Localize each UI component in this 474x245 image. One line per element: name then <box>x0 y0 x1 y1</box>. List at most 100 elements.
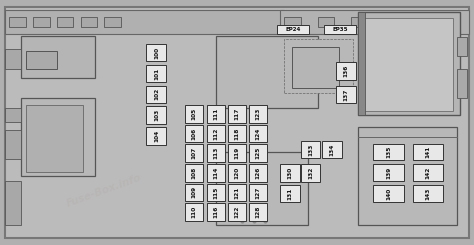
Text: 137: 137 <box>344 88 348 100</box>
Bar <box>457 69 467 98</box>
Text: 141: 141 <box>426 146 430 158</box>
Text: EP35: EP35 <box>333 27 348 32</box>
Bar <box>363 18 453 111</box>
Bar <box>57 17 73 27</box>
Bar <box>373 164 404 181</box>
Bar <box>5 130 21 159</box>
Bar <box>228 164 246 182</box>
Bar <box>146 106 166 124</box>
Bar <box>228 144 246 162</box>
Text: 124: 124 <box>256 127 261 140</box>
Bar <box>277 25 309 34</box>
Bar <box>228 125 246 142</box>
Bar <box>358 127 457 225</box>
Bar <box>185 164 203 182</box>
Text: 126: 126 <box>256 167 261 179</box>
Bar <box>26 105 83 172</box>
Bar <box>284 39 353 93</box>
Text: 115: 115 <box>213 186 218 198</box>
Bar <box>292 47 339 88</box>
Bar <box>403 17 419 27</box>
Bar <box>185 105 203 123</box>
Bar <box>280 164 300 182</box>
Text: 121: 121 <box>235 186 239 198</box>
Bar <box>351 17 367 27</box>
Bar <box>5 181 21 225</box>
Text: 109: 109 <box>192 186 197 198</box>
Bar <box>358 12 460 115</box>
Text: Fuse-Box.info: Fuse-Box.info <box>65 173 143 209</box>
Bar <box>249 144 267 162</box>
Bar <box>373 185 404 202</box>
Text: 140: 140 <box>386 187 391 200</box>
Text: 114: 114 <box>213 167 218 179</box>
Text: 104: 104 <box>154 130 159 142</box>
Bar <box>33 17 50 27</box>
Bar <box>21 36 95 78</box>
Bar <box>318 17 334 27</box>
Bar <box>249 164 267 182</box>
Bar <box>249 184 267 201</box>
Bar <box>336 86 356 103</box>
Bar <box>216 152 308 225</box>
Bar <box>412 185 444 202</box>
Text: 116: 116 <box>213 206 218 218</box>
Bar <box>228 203 246 221</box>
Bar <box>81 17 97 27</box>
Bar <box>207 144 225 162</box>
Bar <box>185 125 203 142</box>
Bar <box>228 105 246 123</box>
Bar <box>5 49 21 69</box>
Bar <box>207 105 225 123</box>
Bar <box>301 141 320 158</box>
Bar <box>228 184 246 201</box>
Text: 125: 125 <box>256 147 261 159</box>
Bar <box>457 37 467 56</box>
Bar <box>301 164 320 182</box>
Bar <box>207 184 225 201</box>
Bar <box>280 185 300 202</box>
Bar <box>412 144 444 160</box>
Bar <box>324 25 356 34</box>
Text: 110: 110 <box>192 206 197 218</box>
Bar <box>322 141 342 158</box>
Text: 139: 139 <box>386 167 391 179</box>
Bar <box>185 203 203 221</box>
Bar <box>280 10 469 34</box>
Text: 128: 128 <box>256 206 261 218</box>
Text: 134: 134 <box>329 143 334 156</box>
Bar <box>336 62 356 80</box>
Text: 112: 112 <box>213 127 218 140</box>
Bar <box>207 125 225 142</box>
Bar <box>146 65 166 82</box>
Bar <box>358 12 365 115</box>
Text: 120: 120 <box>235 167 239 179</box>
Bar <box>249 105 267 123</box>
Bar <box>5 10 284 34</box>
Bar <box>207 164 225 182</box>
Bar <box>9 17 26 27</box>
Text: EP24: EP24 <box>285 27 301 32</box>
Text: 122: 122 <box>235 206 239 218</box>
Bar <box>249 203 267 221</box>
Bar <box>185 144 203 162</box>
Bar <box>146 86 166 103</box>
Bar <box>249 125 267 142</box>
Bar <box>26 51 57 69</box>
Bar <box>146 127 166 145</box>
Text: 130: 130 <box>288 167 292 179</box>
Text: 103: 103 <box>154 109 159 121</box>
Text: 132: 132 <box>308 167 313 179</box>
Text: 143: 143 <box>426 187 430 200</box>
Text: 127: 127 <box>256 186 261 198</box>
Text: 123: 123 <box>256 108 261 120</box>
Bar <box>146 44 166 61</box>
Bar <box>427 17 443 27</box>
Text: 102: 102 <box>154 88 159 100</box>
Text: 108: 108 <box>192 167 197 179</box>
Text: 118: 118 <box>235 127 239 140</box>
Bar <box>185 184 203 201</box>
Text: 133: 133 <box>308 143 313 156</box>
Bar <box>216 36 318 108</box>
Bar <box>104 17 121 27</box>
